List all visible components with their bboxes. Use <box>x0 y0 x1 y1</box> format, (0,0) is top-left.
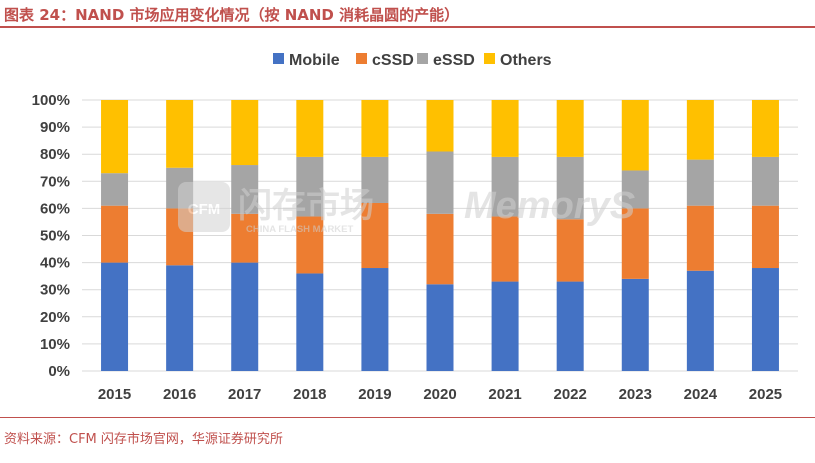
bar-segment-mobile-2017 <box>231 262 259 371</box>
bar-segment-essd-2024 <box>686 159 714 206</box>
legend-label-others: Others <box>500 52 552 69</box>
x-tick-label: 2017 <box>228 386 261 403</box>
legend-swatch-essd <box>417 53 428 64</box>
bar-segment-mobile-2018 <box>296 273 324 371</box>
title-rule <box>0 26 815 28</box>
cfm-logo-box <box>178 182 230 232</box>
y-tick-label: 0% <box>48 363 70 380</box>
x-tick-label: 2022 <box>553 386 586 403</box>
bar-segment-others-2020 <box>426 100 454 152</box>
bar-segment-essd-2015 <box>101 173 129 206</box>
legend-swatch-cssd <box>356 53 367 64</box>
bar-segment-mobile-2016 <box>166 265 194 371</box>
bar-segment-mobile-2025 <box>751 268 779 371</box>
bar-segment-others-2025 <box>751 100 779 157</box>
bar-segment-mobile-2020 <box>426 284 454 371</box>
legend: Mobile cSSD eSSD Others <box>273 52 552 69</box>
x-tick-label: 2019 <box>358 386 391 403</box>
bar-segment-mobile-2021 <box>491 281 519 371</box>
bar-segment-cssd-2019 <box>361 202 389 269</box>
bar-segment-others-2021 <box>491 100 519 157</box>
bar-segment-essd-2023 <box>621 170 649 209</box>
bar-segment-others-2017 <box>231 100 259 166</box>
bar-segment-cssd-2017 <box>231 213 259 263</box>
watermark-brand-en: CHINA FLASH MARKET <box>246 224 354 235</box>
legend-label-essd: eSSD <box>433 52 475 69</box>
bar-segment-essd-2018 <box>296 156 324 217</box>
x-tick-label: 2020 <box>423 386 456 403</box>
bars <box>101 100 779 371</box>
bar-segment-others-2024 <box>686 100 714 160</box>
x-tick-label: 2018 <box>293 386 326 403</box>
bar-segment-essd-2025 <box>751 156 779 206</box>
bar-segment-others-2023 <box>621 100 649 171</box>
y-tick-label: 10% <box>40 336 70 353</box>
x-tick-label: 2015 <box>98 386 131 403</box>
y-tick-label: 80% <box>40 146 70 163</box>
legend-swatch-mobile <box>273 53 284 64</box>
cfm-logo-text: CFM <box>188 201 221 218</box>
bar-segment-essd-2020 <box>426 151 454 214</box>
legend-swatch-others <box>484 53 495 64</box>
bar-segment-mobile-2024 <box>686 270 714 371</box>
y-tick-label: 50% <box>40 228 70 245</box>
watermark-brand-cn: 闪存市场 <box>238 186 374 225</box>
bar-segment-cssd-2024 <box>686 205 714 271</box>
y-tick-label: 70% <box>40 173 70 190</box>
y-axis-tick-labels: 0% 10% 20% 30% 40% 50% 60% 70% 80% 90% 100% <box>32 92 70 380</box>
bar-segment-others-2018 <box>296 100 324 157</box>
y-tick-label: 100% <box>32 92 70 109</box>
bar-segment-cssd-2021 <box>491 216 519 282</box>
bar-segment-essd-2019 <box>361 156 389 203</box>
bar-segment-others-2019 <box>361 100 389 157</box>
x-tick-label: 2024 <box>684 386 718 403</box>
legend-label-mobile: Mobile <box>289 52 340 69</box>
x-tick-label: 2023 <box>619 386 652 403</box>
y-tick-label: 30% <box>40 282 70 299</box>
bar-segment-essd-2022 <box>556 156 584 220</box>
bar-segment-others-2016 <box>166 100 194 168</box>
x-tick-label: 2021 <box>488 386 521 403</box>
bar-segment-cssd-2018 <box>296 216 324 274</box>
x-tick-label: 2025 <box>749 386 782 403</box>
figure-source: 资料来源：CFM 闪存市场官网，华源证券研究所 <box>4 432 283 447</box>
source-rule <box>0 417 815 418</box>
y-tick-label: 90% <box>40 119 70 136</box>
y-tick-label: 20% <box>40 309 70 326</box>
bar-segment-cssd-2015 <box>101 205 129 263</box>
bar-segment-mobile-2015 <box>101 262 129 371</box>
x-axis-tick-labels: 2015 2016 2017 2018 2019 2020 2021 2022 2023 2024… <box>98 386 782 403</box>
figure-title: 图表 24：NAND 市场应用变化情况（按 NAND 消耗晶圆的产能） <box>4 6 460 24</box>
y-tick-label: 60% <box>40 200 70 217</box>
bar-segment-cssd-2025 <box>751 205 779 269</box>
bar-segment-essd-2017 <box>231 165 259 214</box>
bar-segment-others-2015 <box>101 100 129 174</box>
y-tick-label: 40% <box>40 255 70 272</box>
bar-segment-mobile-2022 <box>556 281 584 371</box>
watermark-memorys: MemoryS <box>464 185 635 227</box>
x-tick-label: 2016 <box>163 386 196 403</box>
bar-segment-essd-2021 <box>491 156 519 217</box>
watermark: CFM 闪存市场 CHINA FLASH MARKET MemoryS <box>178 182 635 235</box>
bar-segment-mobile-2019 <box>361 268 389 371</box>
bar-segment-mobile-2023 <box>621 278 649 371</box>
bar-segment-cssd-2023 <box>621 208 649 279</box>
bar-segment-cssd-2022 <box>556 219 584 282</box>
legend-label-cssd: cSSD <box>372 52 414 69</box>
bar-segment-others-2022 <box>556 100 584 157</box>
bar-segment-cssd-2020 <box>426 213 454 285</box>
